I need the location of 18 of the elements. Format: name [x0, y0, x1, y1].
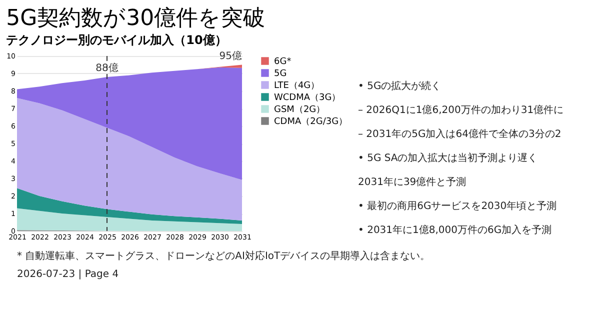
text: * 自動運転車、スマートグラス、ドローンなどのAI対応IoTデバイスの早期導入は含まない。: [17, 250, 430, 262]
chart-title: 5G契約数が30億件を突破: [6, 6, 266, 31]
legend-label: LTE（4G）: [274, 81, 320, 91]
legend-label: 5G: [274, 69, 287, 79]
text: • 2031年に1億8,000万件の6G加入を予測: [358, 224, 552, 236]
legend-label: GSM（2G）: [274, 105, 326, 115]
legend-label: WCDMA（3G）: [274, 93, 341, 103]
text: • 5G SAの加入拡大は当初予測より遅く: [358, 152, 538, 164]
text: – 2026Q1に1億6,200万件の加わり31億件に: [358, 104, 564, 116]
legend-label: CDMA（2G/3G）: [274, 117, 348, 127]
text: • 最初の商用6Gサービスを2030年頃と予測: [358, 200, 557, 212]
text: – 2031年の5G加入は64億件で全体の3分の2: [358, 128, 562, 140]
text: • 5Gの拡大が続く: [358, 80, 442, 92]
legend-label: 6G*: [274, 57, 292, 67]
text: 2031年に39億件と予測: [358, 176, 466, 188]
text: 2026-07-23 | Page 4: [17, 269, 119, 280]
chart-subtitle: テクノロジー別のモバイル加入（10億）: [6, 32, 227, 47]
annotation: 95億: [219, 50, 242, 62]
